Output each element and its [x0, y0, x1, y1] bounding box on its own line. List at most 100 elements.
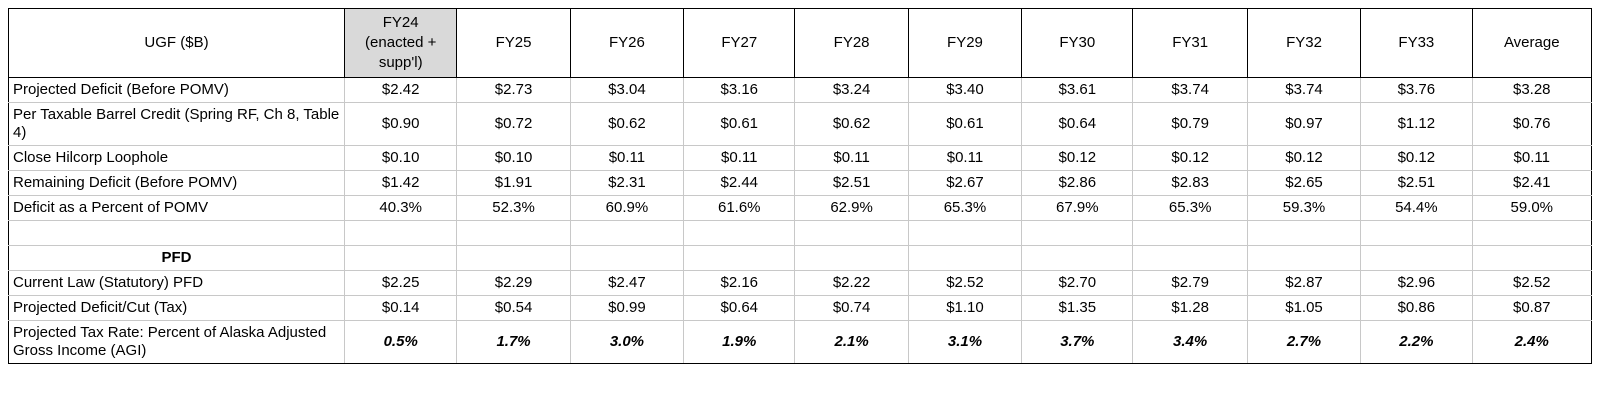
table-cell [1246, 220, 1362, 246]
row-label: Projected Tax Rate: Percent of Alaska Ad… [7, 320, 346, 364]
table-cell: $2.51 [1360, 170, 1473, 196]
table-cell [907, 245, 1023, 271]
table-cell: 59.3% [1246, 195, 1362, 221]
table-cell: $2.73 [456, 77, 571, 103]
table-cell: $0.61 [683, 102, 796, 146]
table-cell: $0.12 [1021, 145, 1134, 171]
table-cell: $2.65 [1246, 170, 1362, 196]
table-cell: $0.90 [344, 102, 458, 146]
table-cell [456, 245, 571, 271]
table-cell: $3.76 [1360, 77, 1473, 103]
table-cell: 65.3% [907, 195, 1023, 221]
table-cell: $0.10 [344, 145, 458, 171]
column-header-fy31: FY31 [1132, 8, 1248, 78]
table-cell: $1.42 [344, 170, 458, 196]
row-label: Close Hilcorp Loophole [7, 145, 346, 171]
table-cell: $0.12 [1360, 145, 1473, 171]
column-header-average: Average [1471, 8, 1593, 78]
table-cell: $0.11 [683, 145, 796, 171]
table-cell: $3.74 [1246, 77, 1362, 103]
table-row [7, 220, 1593, 246]
row-label: Remaining Deficit (Before POMV) [7, 170, 346, 196]
table-cell [1021, 245, 1134, 271]
table-cell: 54.4% [1360, 195, 1473, 221]
table-cell: $0.61 [907, 102, 1023, 146]
table-cell: $0.79 [1132, 102, 1248, 146]
table-cell: 2.2% [1360, 320, 1473, 364]
table-row: Current Law (Statutory) PFD $2.25 $2.29 $2.… [7, 270, 1593, 296]
table-cell: $0.64 [1021, 102, 1134, 146]
table-cell: $1.12 [1360, 102, 1473, 146]
table-cell: $2.83 [1132, 170, 1248, 196]
column-header-fy24: FY24 (enacted + supp'l) [344, 8, 458, 78]
column-header-fy29: FY29 [907, 8, 1023, 78]
table-cell: $3.74 [1132, 77, 1248, 103]
table-cell: $0.14 [344, 295, 458, 321]
row-label: Per Taxable Barrel Credit (Spring RF, Ch… [7, 102, 346, 146]
table-cell: 1.7% [456, 320, 571, 364]
table-cell: $2.67 [907, 170, 1023, 196]
table-cell: $0.87 [1471, 295, 1593, 321]
table-cell: $0.11 [794, 145, 909, 171]
column-header-fy26: FY26 [569, 8, 685, 78]
column-header-ugf: UGF ($B) [7, 8, 346, 78]
table-cell: $0.62 [569, 102, 685, 146]
table-cell: $0.12 [1246, 145, 1362, 171]
table-cell: $3.40 [907, 77, 1023, 103]
table-cell: $0.72 [456, 102, 571, 146]
table-cell: $2.96 [1360, 270, 1473, 296]
column-header-fy32: FY32 [1246, 8, 1362, 78]
table-cell [794, 220, 909, 246]
table-row: Projected Deficit/Cut (Tax) $0.14 $0.54 $0.… [7, 295, 1593, 321]
row-label: Projected Deficit (Before POMV) [7, 77, 346, 103]
table-cell [344, 245, 458, 271]
table-cell: 59.0% [1471, 195, 1593, 221]
table-cell: $2.41 [1471, 170, 1593, 196]
table-cell: $1.91 [456, 170, 571, 196]
column-header-fy33: FY33 [1360, 8, 1473, 78]
table-cell: $2.25 [344, 270, 458, 296]
table-cell: 2.4% [1471, 320, 1593, 364]
table-cell: $2.52 [1471, 270, 1593, 296]
table-row: Deficit as a Percent of POMV 40.3% 52.3% 60… [7, 195, 1593, 221]
table-cell: $1.35 [1021, 295, 1134, 321]
table-cell: 0.5% [344, 320, 458, 364]
table-cell [569, 245, 685, 271]
row-label: Projected Deficit/Cut (Tax) [7, 295, 346, 321]
table-cell: 3.0% [569, 320, 685, 364]
table-cell: 2.1% [794, 320, 909, 364]
table-row: Close Hilcorp Loophole $0.10 $0.10 $0.11 $0.… [7, 145, 1593, 171]
deficit-table: UGF ($B) FY24 (enacted + supp'l) FY25 FY… [7, 8, 1593, 364]
table-cell: $3.04 [569, 77, 685, 103]
table-cell [569, 220, 685, 246]
table-cell: $2.29 [456, 270, 571, 296]
table-cell: 60.9% [569, 195, 685, 221]
table-cell [1021, 220, 1134, 246]
table-cell [683, 220, 796, 246]
fy24-header-text: FY24 (enacted + supp'l) [365, 14, 437, 71]
table-row: PFD [7, 245, 1593, 271]
table-row: Per Taxable Barrel Credit (Spring RF, Ch… [7, 102, 1593, 146]
table-cell: $2.47 [569, 270, 685, 296]
row-label [7, 220, 346, 246]
table-cell [794, 245, 909, 271]
table-cell: $2.22 [794, 270, 909, 296]
table-cell [1471, 245, 1593, 271]
table-cell: $0.99 [569, 295, 685, 321]
column-header-fy27: FY27 [683, 8, 796, 78]
table-cell: $0.97 [1246, 102, 1362, 146]
table-cell: $0.11 [569, 145, 685, 171]
table-cell: $0.62 [794, 102, 909, 146]
table-cell: $2.16 [683, 270, 796, 296]
table-cell [1360, 220, 1473, 246]
table-cell [1132, 245, 1248, 271]
table-cell: 52.3% [456, 195, 571, 221]
table-cell: $0.64 [683, 295, 796, 321]
table-cell: $0.86 [1360, 295, 1473, 321]
table-cell: $2.42 [344, 77, 458, 103]
table-cell [1360, 245, 1473, 271]
table-cell: 3.1% [907, 320, 1023, 364]
table-header: UGF ($B) FY24 (enacted + supp'l) FY25 FY… [7, 8, 1593, 78]
table-cell: 62.9% [794, 195, 909, 221]
table-row: Projected Tax Rate: Percent of Alaska Ad… [7, 320, 1593, 364]
